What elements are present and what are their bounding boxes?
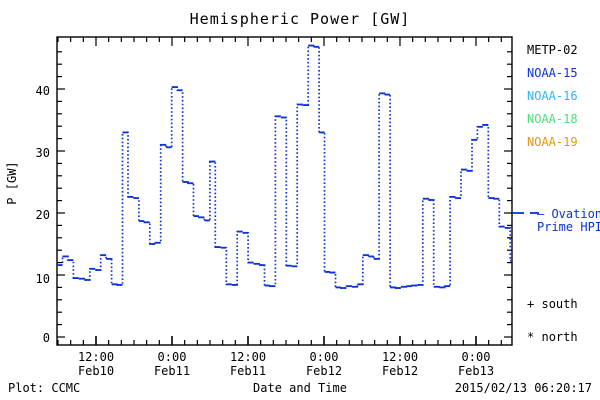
y-tick-label-20: 20: [35, 208, 50, 222]
x-tick-date-1: Feb11: [153, 364, 191, 378]
ovation-line-1: — Ovation: [537, 207, 600, 221]
x-axis-label: Date and Time: [253, 381, 347, 395]
x-tick-time-0: 12:00: [77, 350, 115, 364]
x-tick-date-5: Feb13: [457, 364, 495, 378]
y-tick-label-10: 10: [35, 272, 50, 286]
series-line-noaa-15: [57, 44, 512, 289]
marker-south: + south: [527, 297, 578, 311]
y-tick-label-30: 30: [35, 146, 50, 160]
legend-item-metp-02: METP-02: [527, 43, 578, 57]
plot-credit: Plot: CCMC: [8, 381, 81, 395]
marker-south-label: south: [541, 297, 578, 311]
legend-item-noaa-19: NOAA-19: [527, 135, 578, 149]
marker-north-label: north: [541, 330, 578, 344]
x-tick-time-1: 0:00: [157, 350, 187, 364]
ovation-line-2: Prime HPI: [537, 220, 600, 234]
x-tick-date-2: Feb11: [229, 364, 267, 378]
x-tick-time-3: 0:00: [309, 350, 339, 364]
ovation-prime-hpi-label: — Ovation Prime HPI: [537, 208, 600, 234]
x-tick-date-0: Feb10: [77, 364, 115, 378]
asterisk-icon: *: [527, 330, 535, 344]
plot-frame: [56, 36, 513, 346]
y-tick-label-40: 40: [35, 84, 50, 98]
y-tick-label-0: 0: [42, 331, 50, 345]
legend-item-noaa-16: NOAA-16: [527, 89, 578, 103]
timestamp: 2015/02/13 06:20:17: [454, 381, 592, 395]
x-tick-time-4: 12:00: [381, 350, 419, 364]
x-tick-date-3: Feb12: [305, 364, 343, 378]
x-tick-time-5: 0:00: [461, 350, 491, 364]
legend-item-noaa-15: NOAA-15: [527, 66, 578, 80]
legend-item-noaa-18: NOAA-18: [527, 112, 578, 126]
x-tick-time-2: 12:00: [229, 350, 267, 364]
chart-title: Hemispheric Power [GW]: [189, 10, 411, 28]
x-tick-date-4: Feb12: [381, 364, 419, 378]
marker-north: * north: [527, 330, 578, 344]
plus-icon: +: [527, 297, 535, 311]
